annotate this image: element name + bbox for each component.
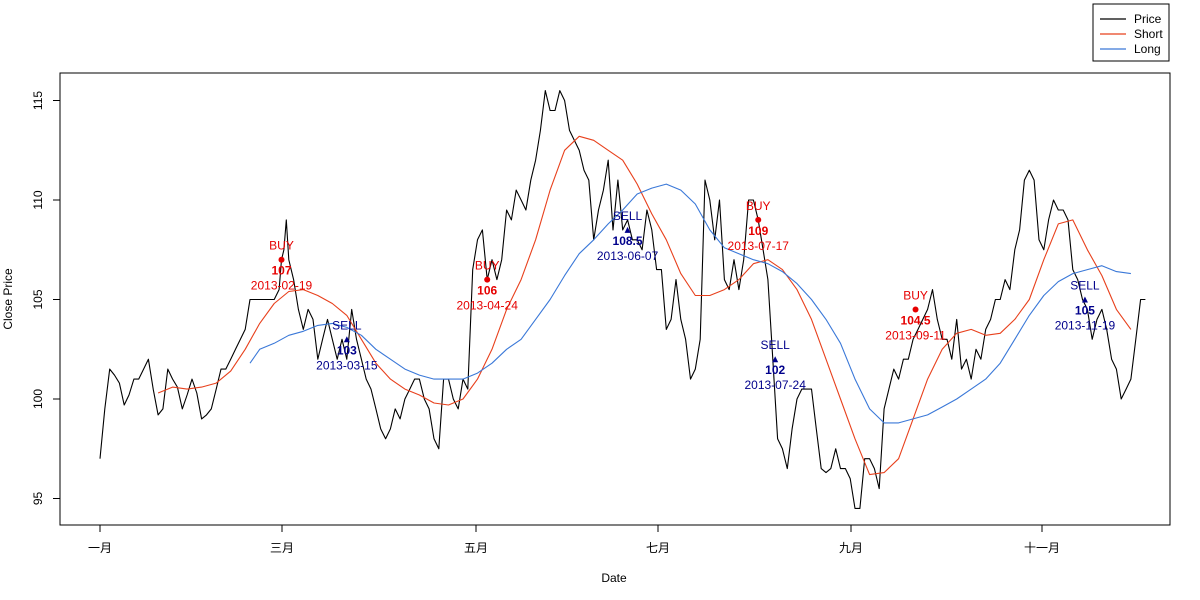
y-tick-label: 95 bbox=[31, 492, 45, 506]
y-tick-label: 110 bbox=[31, 190, 45, 209]
y-tick-label: 100 bbox=[31, 389, 45, 409]
x-tick-label: 一月 bbox=[88, 541, 112, 555]
buy-point bbox=[484, 276, 491, 283]
marker-price-label: 105 bbox=[1075, 304, 1095, 318]
marker-date-label: 2013-07-17 bbox=[728, 239, 790, 253]
marker-date-label: 2013-02-19 bbox=[251, 279, 313, 293]
buy-point bbox=[278, 256, 285, 263]
legend-box bbox=[1092, 3, 1170, 62]
sell-point bbox=[1081, 296, 1088, 303]
legend-label-short: Short bbox=[1134, 27, 1163, 41]
marker-date-label: 2013-06-07 bbox=[597, 249, 659, 263]
marker-action-label: SELL bbox=[332, 318, 362, 332]
marker-action-label: BUY bbox=[269, 239, 294, 253]
marker-date-label: 2013-11-19 bbox=[1055, 319, 1116, 333]
series-line-price bbox=[99, 90, 1146, 509]
sell-point bbox=[624, 226, 631, 233]
sell-point bbox=[343, 336, 350, 343]
marker-action-label: SELL bbox=[761, 338, 791, 352]
sell-point bbox=[772, 356, 779, 363]
marker-date-label: 2013-07-24 bbox=[744, 378, 806, 392]
marker-action-label: SELL bbox=[1070, 279, 1100, 293]
legend-label-long: Long bbox=[1134, 42, 1161, 56]
x-tick-label: 三月 bbox=[270, 541, 294, 555]
x-tick-label: 九月 bbox=[839, 541, 863, 555]
buy-point bbox=[912, 306, 919, 313]
marker-price-label: 109 bbox=[748, 224, 768, 238]
trade-markers: BUY1072013-02-19SELL1032013-03-15BUY1062… bbox=[251, 199, 1116, 392]
series-line-short bbox=[157, 135, 1132, 476]
x-tick-label: 十一月 bbox=[1024, 541, 1060, 555]
marker-date-label: 2013-04-24 bbox=[457, 299, 519, 313]
marker-price-label: 106 bbox=[477, 284, 497, 298]
y-tick-label: 105 bbox=[31, 289, 45, 309]
marker-action-label: SELL bbox=[613, 209, 643, 223]
y-axis: 95 100 105 110 115 bbox=[31, 91, 61, 506]
legend-label-price: Price bbox=[1134, 12, 1162, 26]
marker-price-label: 107 bbox=[271, 264, 291, 278]
y-axis-label: Close Price bbox=[1, 268, 15, 330]
marker-action-label: BUY bbox=[475, 259, 500, 273]
marker-date-label: 2013-09-11 bbox=[885, 328, 946, 342]
marker-action-label: BUY bbox=[903, 288, 928, 302]
x-axis: 一月 三月 五月 七月 九月 十一月 bbox=[88, 524, 1060, 555]
series-line-long bbox=[249, 183, 1131, 424]
plot-frame bbox=[59, 72, 1171, 526]
marker-date-label: 2013-03-15 bbox=[316, 358, 378, 372]
x-tick-label: 五月 bbox=[464, 541, 488, 555]
marker-price-label: 103 bbox=[337, 343, 357, 357]
marker-price-label: 102 bbox=[765, 363, 785, 377]
y-tick-label: 115 bbox=[31, 91, 45, 110]
series-lines bbox=[99, 90, 1146, 509]
marker-action-label: BUY bbox=[746, 199, 771, 213]
marker-price-label: 104.5 bbox=[901, 313, 931, 327]
buy-point bbox=[755, 216, 762, 223]
x-axis-label: Date bbox=[601, 571, 627, 585]
x-tick-label: 七月 bbox=[646, 541, 670, 555]
marker-price-label: 108.5 bbox=[613, 234, 643, 248]
